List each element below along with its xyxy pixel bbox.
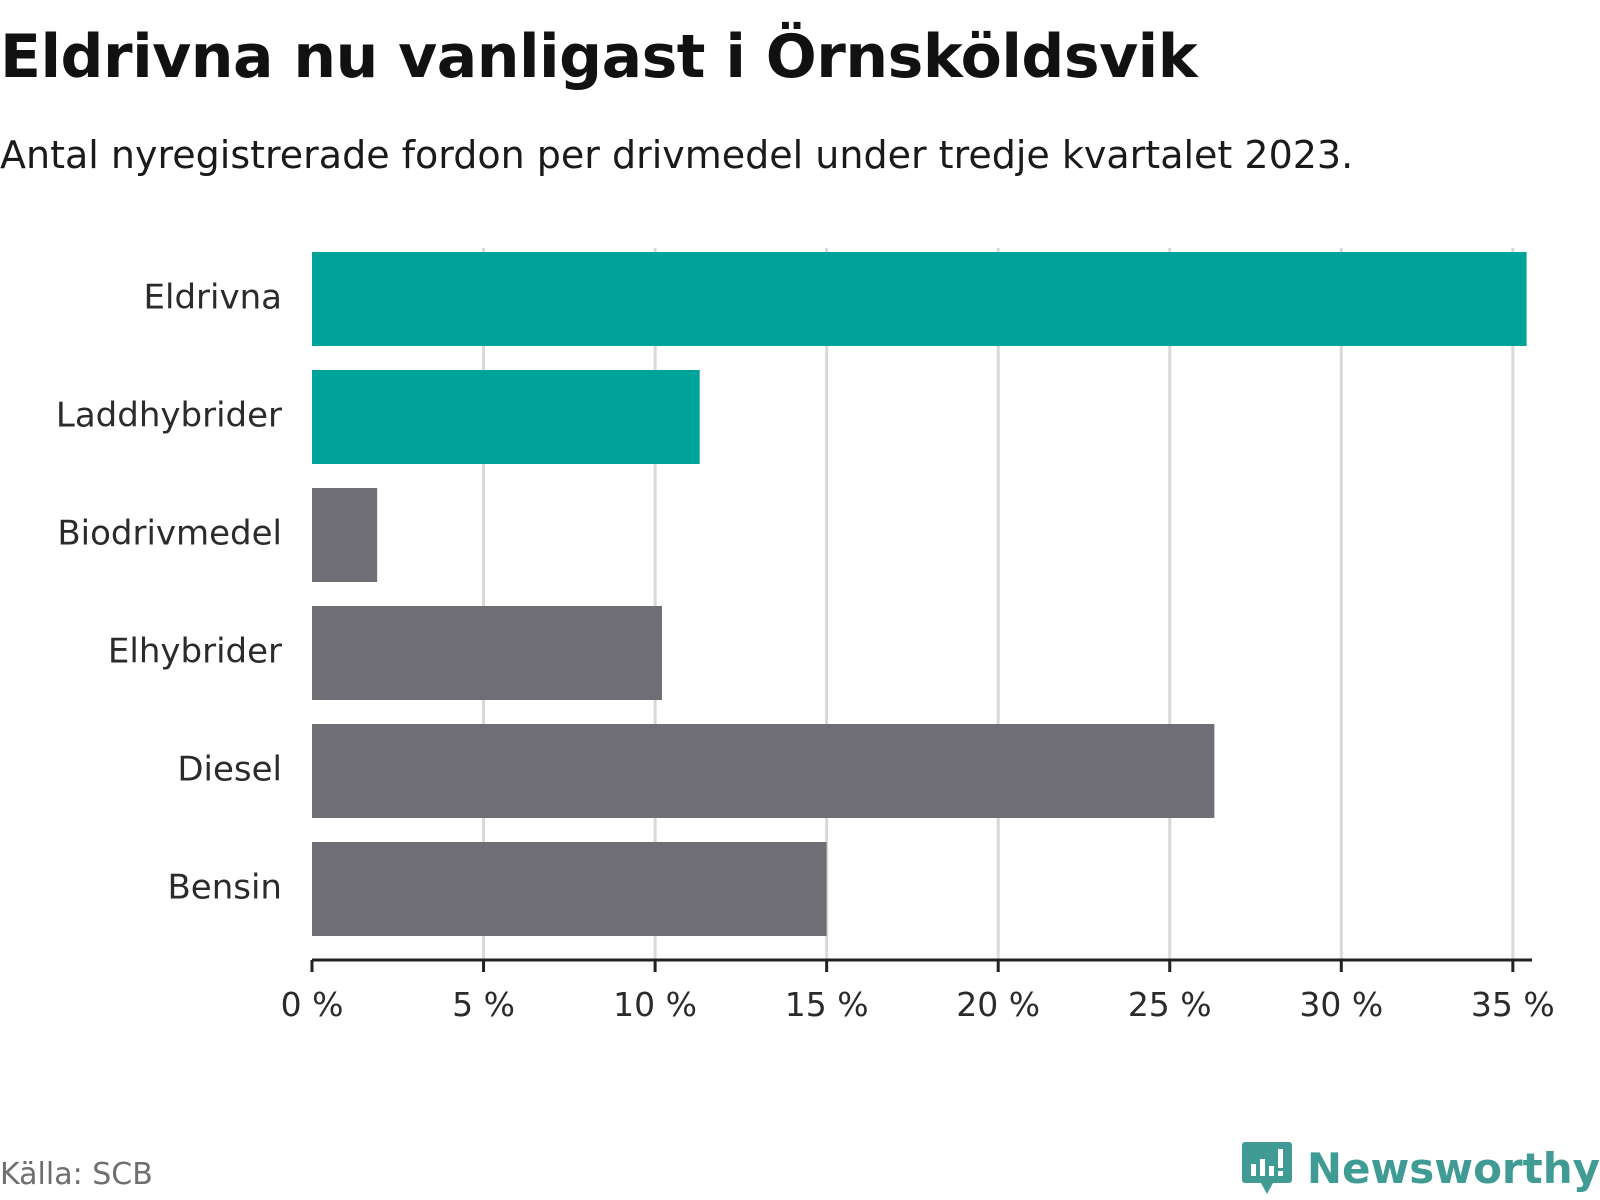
x-tick-label: 20 % [956,985,1040,1024]
category-label: Bensin [167,868,282,908]
category-label: Biodrivmedel [57,514,282,554]
brand-name: Newsworthy [1306,1143,1600,1193]
category-label: Diesel [177,750,282,790]
bar-bensin [312,842,827,936]
bar-eldrivna [312,252,1527,346]
x-tick-label: 0 % [281,985,344,1024]
x-tick-label: 5 % [452,985,515,1024]
category-label: Laddhybrider [56,396,282,436]
x-tick-label: 35 % [1471,985,1555,1024]
bar-laddhybrider [312,370,700,464]
chart-subtitle: Antal nyregistrerade fordon per drivmede… [0,133,1354,177]
x-tick-label: 15 % [785,985,869,1024]
bar-elhybrider [312,606,662,700]
brand: Newsworthy [1241,1140,1600,1196]
category-label: Eldrivna [144,278,282,318]
bar-biodrivmedel [312,488,378,582]
chart-title: Eldrivna nu vanligast i Örnsköldsvik [0,22,1198,92]
category-label: Elhybrider [108,632,282,672]
bar-chart: Eldrivna Laddhybrider Biodrivmedel Elhybrid… [56,248,1555,1024]
x-tick-label: 30 % [1299,985,1383,1024]
x-tick-label: 10 % [613,985,697,1024]
bar-diesel [312,724,1215,818]
x-tick-label: 25 % [1128,985,1212,1024]
newsworthy-logo-icon [1241,1142,1292,1194]
source-note: Källa: SCB [0,1157,153,1192]
